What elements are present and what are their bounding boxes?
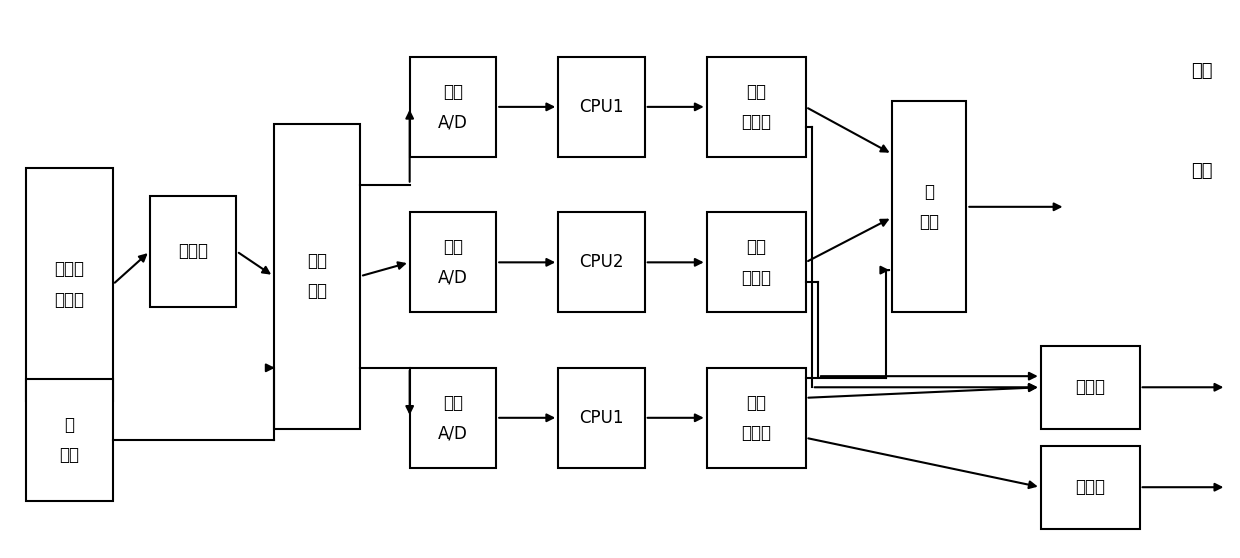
Text: 模块: 模块: [746, 83, 766, 100]
FancyBboxPatch shape: [274, 123, 360, 429]
Text: 模块: 模块: [746, 238, 766, 256]
FancyBboxPatch shape: [707, 213, 806, 312]
FancyBboxPatch shape: [409, 213, 496, 312]
Text: 寄存器: 寄存器: [742, 113, 771, 131]
FancyBboxPatch shape: [558, 57, 645, 157]
Text: 光电: 光电: [306, 282, 327, 301]
Text: 比较: 比较: [919, 213, 940, 231]
Text: 隔离: 隔离: [306, 252, 327, 270]
Text: 滤波器: 滤波器: [179, 242, 208, 260]
Text: 模块: 模块: [746, 393, 766, 412]
FancyBboxPatch shape: [150, 196, 237, 307]
Text: CPU1: CPU1: [579, 409, 624, 427]
Text: 报警: 报警: [1190, 62, 1213, 80]
FancyBboxPatch shape: [558, 213, 645, 312]
Text: 寄存器: 寄存器: [742, 424, 771, 442]
Text: 比较器: 比较器: [1075, 378, 1105, 396]
Text: 器: 器: [924, 182, 934, 200]
FancyBboxPatch shape: [1040, 446, 1140, 529]
Text: 转换: 转换: [443, 393, 463, 412]
FancyBboxPatch shape: [558, 368, 645, 468]
Text: 高压脉: 高压脉: [55, 291, 84, 309]
Text: 寄存器: 寄存器: [742, 268, 771, 287]
Text: 转换: 转换: [443, 83, 463, 100]
FancyBboxPatch shape: [26, 379, 113, 501]
FancyBboxPatch shape: [1040, 345, 1140, 429]
Text: 器: 器: [64, 416, 74, 434]
FancyBboxPatch shape: [409, 57, 496, 157]
Text: A/D: A/D: [438, 113, 467, 131]
Text: CPU2: CPU2: [579, 253, 624, 271]
Text: 冲信号: 冲信号: [55, 260, 84, 278]
Text: A/D: A/D: [438, 424, 467, 442]
Text: 传感: 传感: [60, 446, 79, 464]
Text: CPU1: CPU1: [579, 98, 624, 116]
Text: 转换: 转换: [443, 238, 463, 256]
FancyBboxPatch shape: [893, 102, 966, 312]
Text: A/D: A/D: [438, 268, 467, 287]
Text: 比较器: 比较器: [1075, 478, 1105, 496]
FancyBboxPatch shape: [707, 57, 806, 157]
FancyBboxPatch shape: [26, 168, 113, 401]
Text: 报警: 报警: [1190, 162, 1213, 180]
FancyBboxPatch shape: [409, 368, 496, 468]
FancyBboxPatch shape: [707, 368, 806, 468]
